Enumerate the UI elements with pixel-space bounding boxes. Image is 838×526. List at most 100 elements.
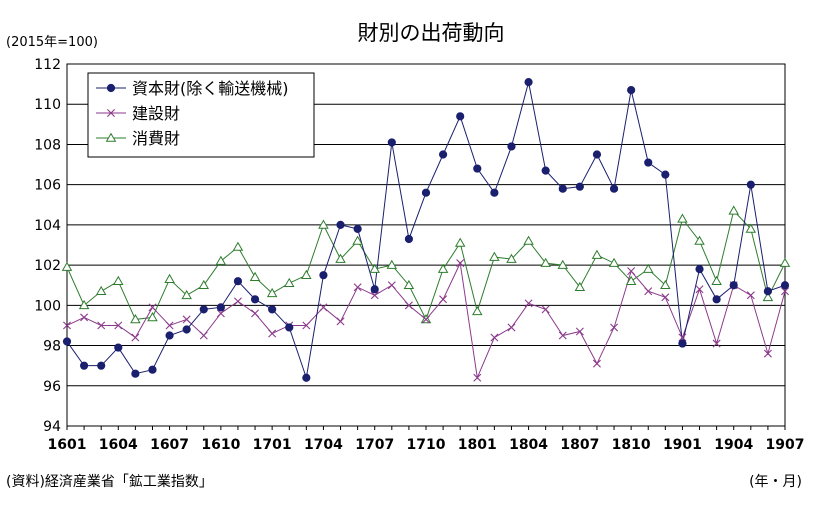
marker-stroke (592, 359, 601, 368)
y-tick-label: 96 (43, 379, 61, 395)
y-tick-label: 102 (34, 258, 61, 274)
data-point (746, 291, 755, 300)
marker-stroke (353, 283, 362, 292)
data-point (712, 295, 721, 304)
data-point (558, 331, 567, 340)
data-point (283, 277, 295, 288)
marker-stroke (165, 321, 174, 330)
y-tick-label: 104 (34, 218, 61, 234)
data-point (199, 331, 208, 340)
x-tick-label: 1901 (663, 437, 702, 453)
data-point (198, 279, 210, 290)
data-point (473, 373, 482, 382)
series-markers (61, 78, 791, 382)
data-point (370, 291, 379, 300)
legend-label: 建設財 (132, 104, 180, 123)
data-point (627, 86, 636, 95)
marker-stroke (63, 321, 71, 330)
legend-label: 資本財(除く輸送機械) (132, 79, 289, 98)
data-point (369, 263, 380, 273)
data-point (182, 325, 191, 334)
marker-stroke (107, 109, 115, 117)
data-point (181, 289, 192, 300)
data-point (233, 297, 242, 306)
data-point (249, 271, 261, 281)
data-point (182, 315, 191, 324)
data-point (711, 275, 722, 285)
data-point (336, 220, 345, 229)
data-point (507, 323, 516, 332)
y-tick-label: 112 (34, 57, 61, 73)
x-tick-label: 1604 (99, 437, 138, 453)
x-tick-label: 1904 (714, 437, 753, 453)
data-point (524, 299, 533, 308)
marker-stroke (319, 303, 328, 312)
marker-stroke (763, 349, 772, 358)
x-tick-label: 1804 (509, 437, 548, 453)
data-point (319, 303, 328, 312)
data-point (592, 150, 602, 159)
data-point (131, 333, 140, 342)
marker-stroke (781, 287, 789, 296)
data-point (79, 361, 89, 370)
data-point (302, 321, 311, 330)
marker-stroke (678, 333, 687, 342)
data-point (506, 253, 517, 263)
data-point (250, 295, 260, 304)
data-point (97, 321, 106, 330)
x-tick-label: 1610 (201, 437, 240, 453)
data-point (165, 321, 174, 330)
data-point (422, 315, 430, 324)
data-point (437, 263, 449, 273)
data-point (336, 317, 345, 326)
data-point (387, 138, 396, 147)
marker-stroke (456, 259, 465, 268)
marker-stroke (558, 331, 567, 340)
marker-stroke (575, 327, 584, 336)
marker-stroke (422, 315, 430, 324)
marker-stroke (610, 323, 619, 332)
data-point (472, 305, 483, 316)
x-tick-label: 1810 (612, 437, 651, 453)
data-point (780, 281, 790, 290)
y-tick-label: 98 (43, 339, 61, 355)
data-point (114, 343, 123, 352)
data-point (421, 188, 431, 197)
data-point (285, 323, 294, 332)
marker-stroke (182, 315, 191, 324)
marker-stroke (644, 287, 653, 296)
data-point (438, 150, 448, 159)
data-point (404, 301, 413, 310)
data-point (113, 275, 124, 285)
data-point (473, 164, 482, 173)
data-point (456, 259, 465, 268)
data-point (147, 311, 158, 322)
legend-marker (106, 83, 116, 93)
data-point (661, 170, 670, 179)
data-point (199, 305, 208, 314)
data-point (610, 323, 619, 332)
data-point (232, 241, 244, 251)
data-point (95, 285, 107, 296)
data-point (439, 295, 448, 304)
marker-stroke (695, 285, 704, 294)
data-point (165, 331, 174, 340)
data-point (729, 281, 738, 290)
marker-stroke (404, 301, 413, 310)
data-point (541, 305, 550, 314)
data-point (575, 327, 584, 336)
data-point (642, 263, 654, 273)
data-point (318, 219, 329, 229)
data-point (781, 287, 789, 296)
data-point (61, 261, 73, 271)
data-point (266, 287, 278, 298)
marker-stroke (387, 281, 396, 290)
marker-stroke (490, 333, 499, 342)
marker-stroke (473, 373, 482, 382)
data-point (78, 299, 90, 310)
legend-box (87, 72, 315, 158)
data-point (215, 255, 227, 265)
y-tick-label: 94 (43, 419, 61, 435)
data-point (523, 235, 534, 245)
